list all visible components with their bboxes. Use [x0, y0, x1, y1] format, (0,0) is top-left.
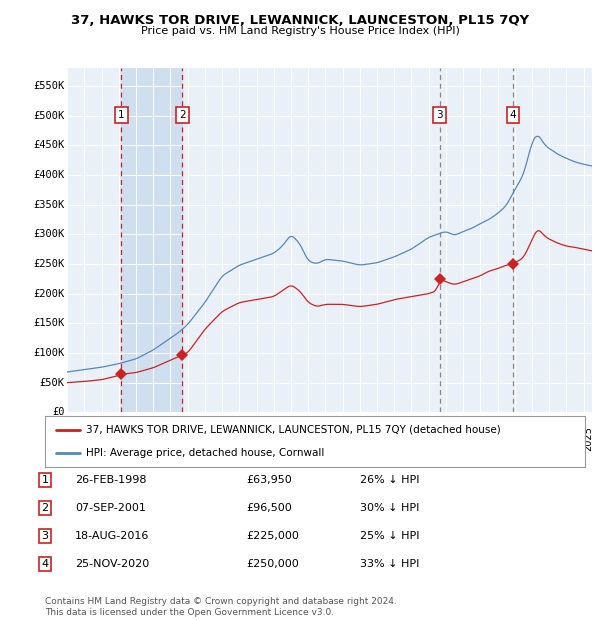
- Text: 25% ↓ HPI: 25% ↓ HPI: [360, 531, 419, 541]
- Text: 2000: 2000: [153, 426, 163, 451]
- Text: 2: 2: [41, 503, 49, 513]
- Text: 30% ↓ HPI: 30% ↓ HPI: [360, 503, 419, 513]
- Text: 1: 1: [41, 475, 49, 485]
- Text: 2001: 2001: [170, 426, 181, 451]
- Text: 1998: 1998: [119, 426, 129, 451]
- Text: 2006: 2006: [257, 426, 266, 451]
- Text: HPI: Average price, detached house, Cornwall: HPI: Average price, detached house, Corn…: [86, 448, 324, 458]
- Text: £100K: £100K: [34, 348, 65, 358]
- Text: 2009: 2009: [308, 426, 318, 451]
- Text: 2014: 2014: [394, 426, 404, 451]
- Text: 2025: 2025: [584, 426, 593, 451]
- Text: £63,950: £63,950: [246, 475, 292, 485]
- Text: £150K: £150K: [34, 318, 65, 329]
- Text: 2008: 2008: [291, 426, 301, 451]
- Text: 26-FEB-1998: 26-FEB-1998: [75, 475, 146, 485]
- Text: 2003: 2003: [205, 426, 215, 451]
- Text: £50K: £50K: [40, 378, 65, 388]
- Text: 33% ↓ HPI: 33% ↓ HPI: [360, 559, 419, 569]
- Text: £250K: £250K: [34, 259, 65, 269]
- Text: 2020: 2020: [497, 426, 508, 451]
- Text: 2016: 2016: [428, 426, 439, 451]
- Text: Price paid vs. HM Land Registry's House Price Index (HPI): Price paid vs. HM Land Registry's House …: [140, 26, 460, 36]
- Text: 3: 3: [41, 531, 49, 541]
- Text: 2004: 2004: [222, 426, 232, 451]
- Text: 37, HAWKS TOR DRIVE, LEWANNICK, LAUNCESTON, PL15 7QY (detached house): 37, HAWKS TOR DRIVE, LEWANNICK, LAUNCEST…: [86, 425, 500, 435]
- Text: 2017: 2017: [446, 426, 456, 451]
- Text: 1995: 1995: [67, 426, 77, 451]
- Text: £96,500: £96,500: [246, 503, 292, 513]
- Text: £550K: £550K: [34, 81, 65, 91]
- Text: 1997: 1997: [101, 426, 112, 451]
- Text: £350K: £350K: [34, 200, 65, 210]
- Text: 2018: 2018: [463, 426, 473, 451]
- Text: 2013: 2013: [377, 426, 387, 451]
- Text: 1996: 1996: [85, 426, 94, 451]
- Text: 25-NOV-2020: 25-NOV-2020: [75, 559, 149, 569]
- Text: 2024: 2024: [566, 426, 577, 451]
- Text: 2021: 2021: [515, 426, 525, 451]
- Text: £250,000: £250,000: [246, 559, 299, 569]
- Text: Contains HM Land Registry data © Crown copyright and database right 2024.
This d: Contains HM Land Registry data © Crown c…: [45, 598, 397, 617]
- Text: 26% ↓ HPI: 26% ↓ HPI: [360, 475, 419, 485]
- Text: 2010: 2010: [325, 426, 335, 451]
- Text: 1999: 1999: [136, 426, 146, 451]
- Text: 2005: 2005: [239, 426, 250, 451]
- Text: 2023: 2023: [549, 426, 559, 451]
- Text: 37, HAWKS TOR DRIVE, LEWANNICK, LAUNCESTON, PL15 7QY: 37, HAWKS TOR DRIVE, LEWANNICK, LAUNCEST…: [71, 14, 529, 27]
- Text: 1: 1: [118, 110, 125, 120]
- Text: 2012: 2012: [360, 426, 370, 451]
- Text: £0: £0: [52, 407, 65, 417]
- Text: 2019: 2019: [481, 426, 490, 451]
- Text: 07-SEP-2001: 07-SEP-2001: [75, 503, 146, 513]
- Text: £450K: £450K: [34, 140, 65, 150]
- Text: 2022: 2022: [532, 426, 542, 451]
- Text: 2007: 2007: [274, 426, 284, 451]
- Text: £300K: £300K: [34, 229, 65, 239]
- Text: 4: 4: [41, 559, 49, 569]
- Text: 2015: 2015: [412, 426, 421, 451]
- Text: 18-AUG-2016: 18-AUG-2016: [75, 531, 149, 541]
- Text: £400K: £400K: [34, 170, 65, 180]
- Text: 3: 3: [436, 110, 443, 120]
- Text: 2002: 2002: [188, 426, 197, 451]
- Text: 2: 2: [179, 110, 185, 120]
- Text: 4: 4: [510, 110, 517, 120]
- Text: 2011: 2011: [343, 426, 353, 451]
- Text: £225,000: £225,000: [246, 531, 299, 541]
- Bar: [121, 68, 182, 412]
- Text: £200K: £200K: [34, 289, 65, 299]
- Text: £500K: £500K: [34, 110, 65, 121]
